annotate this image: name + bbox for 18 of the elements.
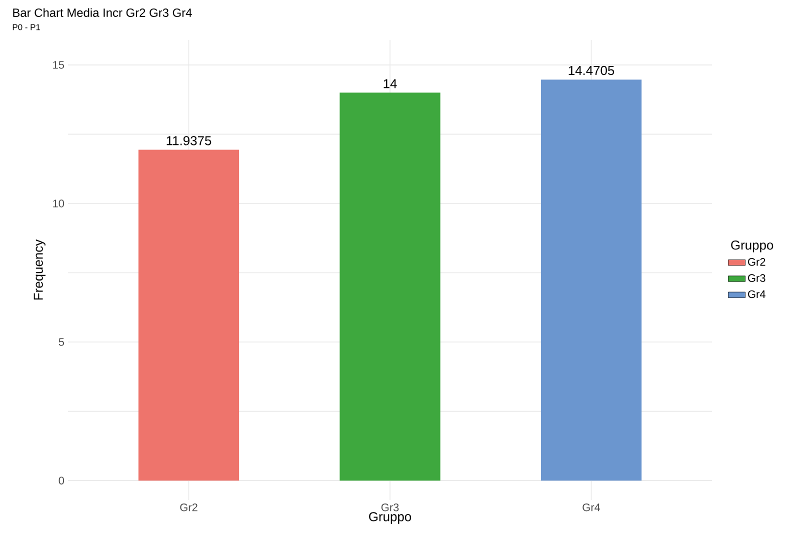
- y-tick-label: 10: [53, 200, 64, 208]
- x-axis-title: Gruppo: [369, 512, 412, 524]
- y-axis-title: Frequency: [34, 239, 46, 300]
- x-tick-label: Gr4: [582, 504, 600, 512]
- y-tick-label: 0: [58, 476, 64, 484]
- legend-label: Gr4: [748, 290, 766, 298]
- data-label: 14: [384, 79, 397, 88]
- chart-title: Bar Chart Media Incr Gr2 Gr3 Gr4: [13, 8, 192, 17]
- legend-label: Gr2: [748, 258, 766, 266]
- x-tick-label: Gr2: [180, 504, 198, 512]
- chart-subtitle: P0 - P1: [12, 24, 40, 30]
- legend-title: Gruppo: [731, 240, 774, 252]
- data-label: 14.4705: [568, 66, 614, 76]
- data-label: 11.9375: [166, 136, 212, 146]
- y-tick-label: 5: [58, 338, 64, 346]
- x-tick-label: Gr3: [381, 504, 399, 512]
- y-tick-label: 15: [53, 61, 64, 69]
- legend-label: Gr3: [748, 274, 766, 282]
